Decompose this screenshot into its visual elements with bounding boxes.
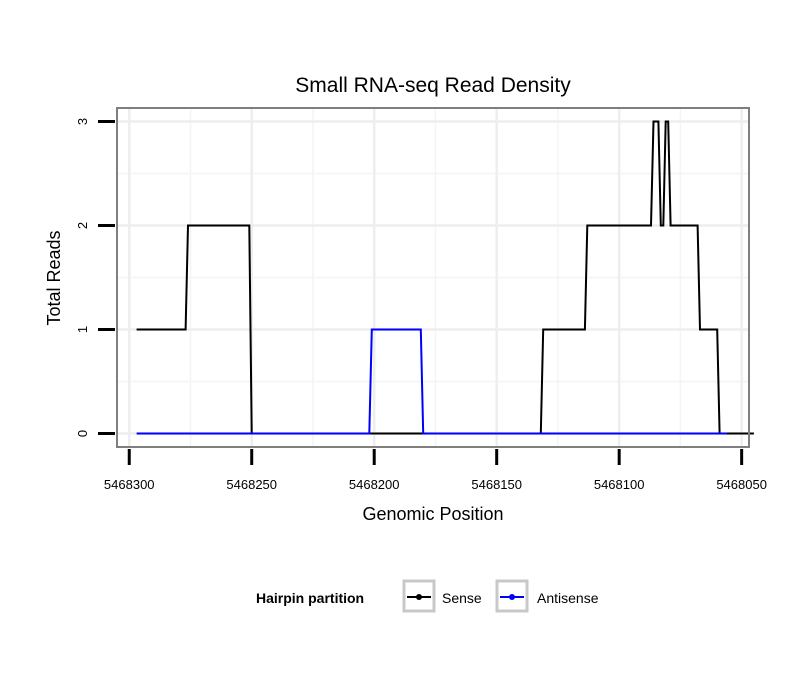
series-line-antisense [136, 328, 727, 435]
x-tick-label: 5468300 [104, 477, 155, 492]
x-tick-label: 5468150 [471, 477, 522, 492]
x-tick-label: 5468050 [716, 477, 767, 492]
series-lines [136, 120, 754, 435]
y-tick-label: 3 [75, 118, 90, 125]
legend-item-antisense[interactable]: Antisense [495, 579, 599, 613]
x-tick-label: 5468200 [349, 477, 400, 492]
legend-key-point-sense [416, 594, 422, 600]
chart-title: Small RNA-seq Read Density [295, 74, 571, 97]
legend-item-sense[interactable]: Sense [402, 579, 482, 613]
legend-label-sense: Sense [442, 590, 482, 606]
plot-panel-border [116, 107, 750, 448]
x-tick-label: 5468100 [594, 477, 645, 492]
x-tick-label: 5468250 [226, 477, 277, 492]
legend-key-point-antisense [509, 594, 515, 600]
legend: Hairpin partition Sense Antisense [256, 579, 599, 613]
legend-label-antisense: Antisense [537, 590, 599, 606]
axes: 5468300 5468250 5468200 5468150 5468100 54680… [75, 118, 767, 492]
y-axis-title: Total Reads [44, 230, 64, 325]
y-tick-label: 1 [75, 326, 90, 333]
x-axis-title: Genomic Position [362, 504, 503, 524]
legend-title: Hairpin partition [256, 590, 364, 606]
y-tick-label: 0 [75, 430, 90, 437]
grid-lines [117, 108, 749, 447]
y-tick-label: 2 [75, 222, 90, 229]
